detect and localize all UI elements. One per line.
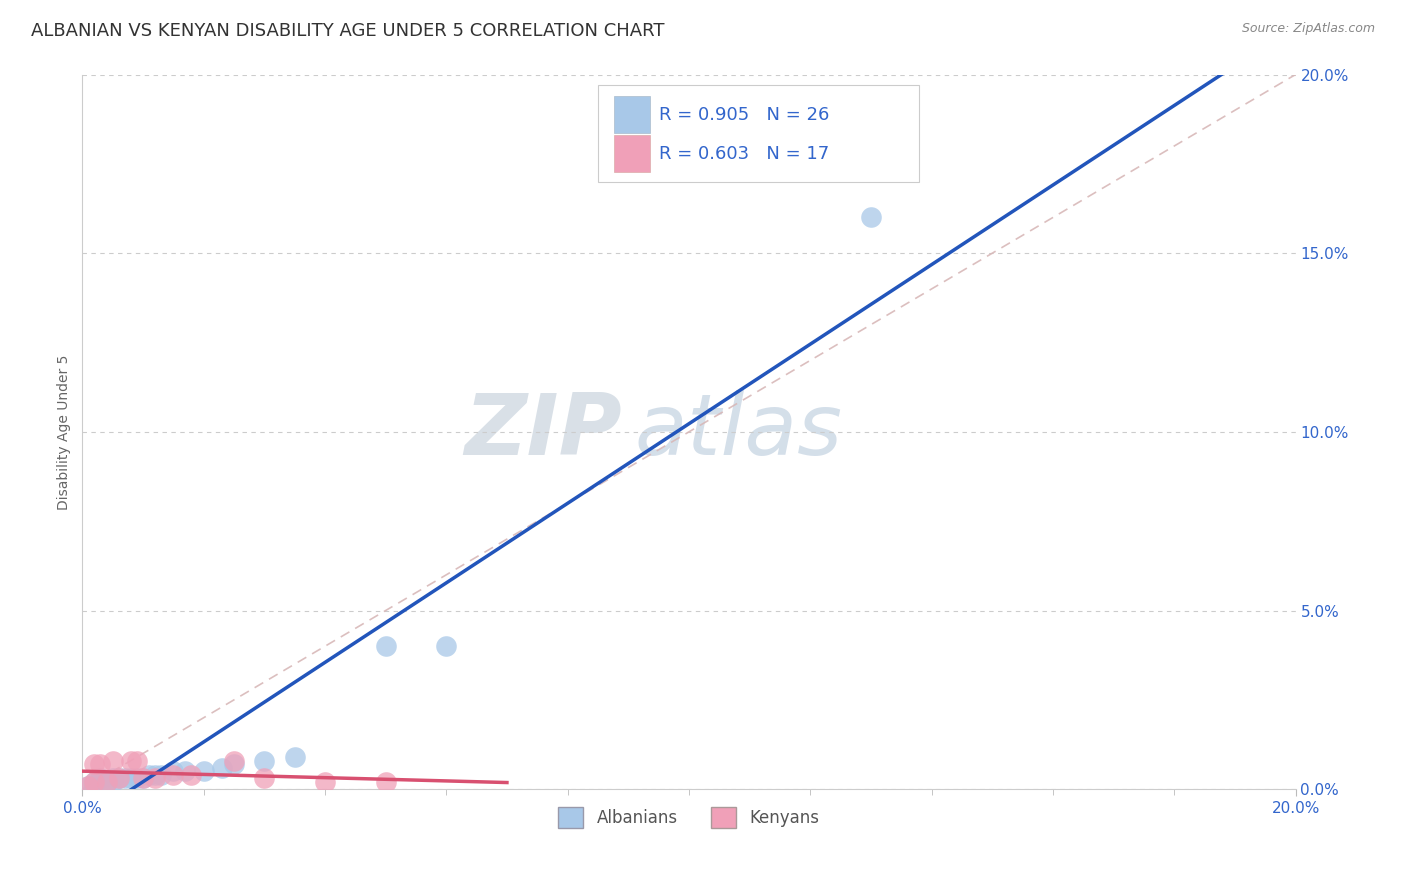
Point	[83, 757, 105, 772]
Point	[859, 211, 882, 225]
Point	[374, 640, 396, 654]
Text: ALBANIAN VS KENYAN DISABILITY AGE UNDER 5 CORRELATION CHART: ALBANIAN VS KENYAN DISABILITY AGE UNDER …	[31, 22, 665, 40]
Point	[284, 750, 307, 764]
Point	[314, 775, 336, 789]
Point	[96, 775, 118, 789]
Point	[162, 764, 184, 779]
Point	[222, 757, 245, 772]
Point	[83, 779, 105, 793]
FancyBboxPatch shape	[613, 96, 650, 133]
Point	[143, 768, 166, 782]
Point	[83, 775, 105, 789]
Point	[101, 754, 124, 768]
Point	[132, 772, 155, 786]
Point	[89, 757, 111, 772]
Point	[180, 768, 202, 782]
FancyBboxPatch shape	[613, 136, 650, 172]
Point	[132, 772, 155, 786]
Point	[107, 772, 129, 786]
Text: Source: ZipAtlas.com: Source: ZipAtlas.com	[1241, 22, 1375, 36]
Point	[253, 772, 276, 786]
Text: R = 0.905   N = 26: R = 0.905 N = 26	[658, 105, 830, 124]
Text: atlas: atlas	[634, 391, 842, 474]
Point	[162, 768, 184, 782]
Y-axis label: Disability Age Under 5: Disability Age Under 5	[58, 354, 72, 509]
Point	[138, 768, 160, 782]
Point	[120, 772, 142, 786]
Point	[107, 772, 129, 786]
FancyBboxPatch shape	[598, 86, 920, 182]
Point	[120, 754, 142, 768]
Point	[101, 772, 124, 786]
Point	[174, 764, 197, 779]
Point	[125, 754, 148, 768]
Point	[83, 775, 105, 789]
Point	[143, 772, 166, 786]
Point	[211, 761, 233, 775]
Point	[374, 775, 396, 789]
Point	[77, 779, 100, 793]
Point	[434, 640, 457, 654]
Legend: Albanians, Kenyans: Albanians, Kenyans	[551, 801, 827, 835]
Point	[125, 772, 148, 786]
Point	[114, 772, 136, 786]
Point	[96, 775, 118, 789]
Point	[101, 775, 124, 789]
Point	[253, 754, 276, 768]
Point	[77, 779, 100, 793]
Point	[150, 768, 173, 782]
Point	[89, 775, 111, 789]
Text: ZIP: ZIP	[464, 391, 623, 474]
Point	[89, 772, 111, 786]
Text: R = 0.603   N = 17: R = 0.603 N = 17	[658, 145, 830, 163]
Point	[222, 754, 245, 768]
Point	[193, 764, 215, 779]
